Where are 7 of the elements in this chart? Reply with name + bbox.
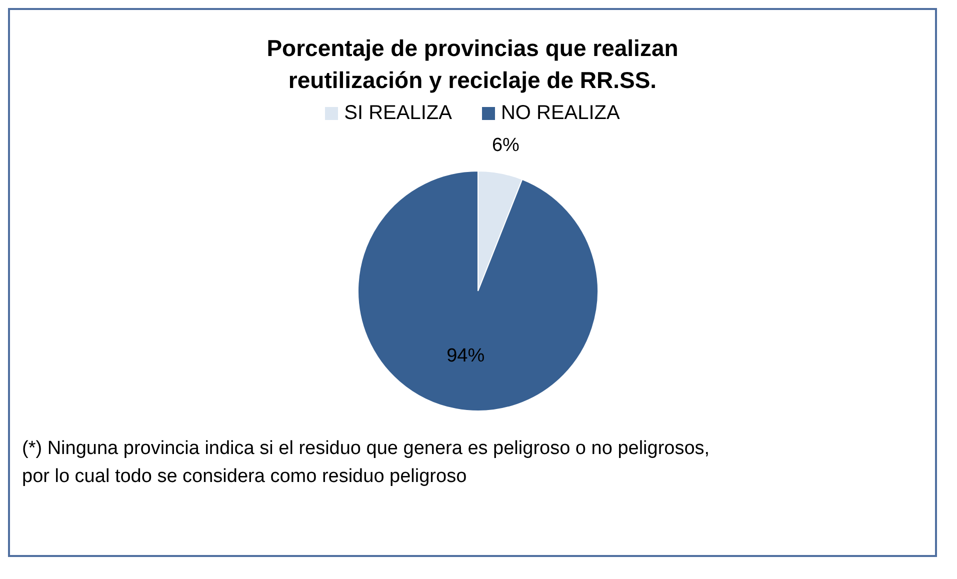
data-label: 94%: [446, 345, 484, 366]
pie-slice: [357, 170, 598, 412]
data-label: 6%: [492, 135, 520, 156]
text: (*) Ninguna provincia indica si el residuo que genera es peligroso o no peligrosos, por lo cual todo se considera como residuo peligroso: [21, 437, 711, 489]
chart-title: Porcentaje de provincias que realizan reutilización y reciclaje de RR.SS.: [266, 34, 680, 95]
legend-label: NO REALIZA: [500, 102, 620, 125]
legend-label: SI REALIZA: [344, 102, 452, 125]
